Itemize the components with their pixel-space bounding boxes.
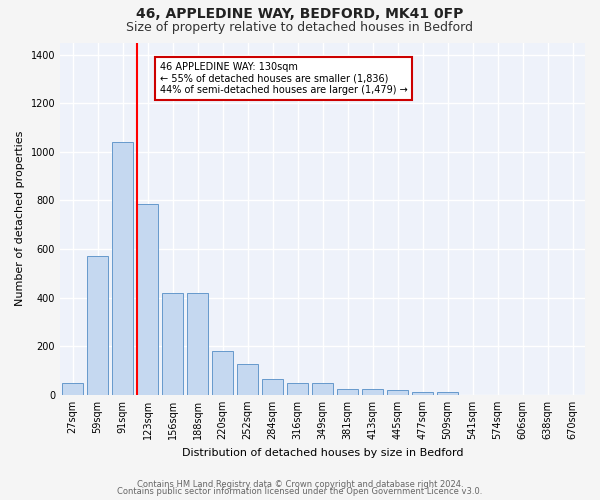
Bar [387,390,408,395]
Y-axis label: Number of detached properties: Number of detached properties [15,131,25,306]
Text: 46, APPLEDINE WAY, BEDFORD, MK41 0FP: 46, APPLEDINE WAY, BEDFORD, MK41 0FP [136,8,464,22]
Bar [187,293,208,395]
Bar [437,392,458,395]
Bar [412,392,433,395]
Bar [137,204,158,395]
Bar [312,382,333,395]
Bar [262,379,283,395]
Bar [162,293,183,395]
Text: 46 APPLEDINE WAY: 130sqm
← 55% of detached houses are smaller (1,836)
44% of sem: 46 APPLEDINE WAY: 130sqm ← 55% of detach… [160,62,407,95]
Text: Contains HM Land Registry data © Crown copyright and database right 2024.: Contains HM Land Registry data © Crown c… [137,480,463,489]
Bar [337,388,358,395]
Bar [212,351,233,395]
X-axis label: Distribution of detached houses by size in Bedford: Distribution of detached houses by size … [182,448,463,458]
Bar [87,256,108,395]
Bar [362,390,383,395]
Bar [237,364,258,395]
Text: Size of property relative to detached houses in Bedford: Size of property relative to detached ho… [127,21,473,34]
Bar [62,382,83,395]
Text: Contains public sector information licensed under the Open Government Licence v3: Contains public sector information licen… [118,487,482,496]
Bar [112,142,133,395]
Bar [287,382,308,395]
